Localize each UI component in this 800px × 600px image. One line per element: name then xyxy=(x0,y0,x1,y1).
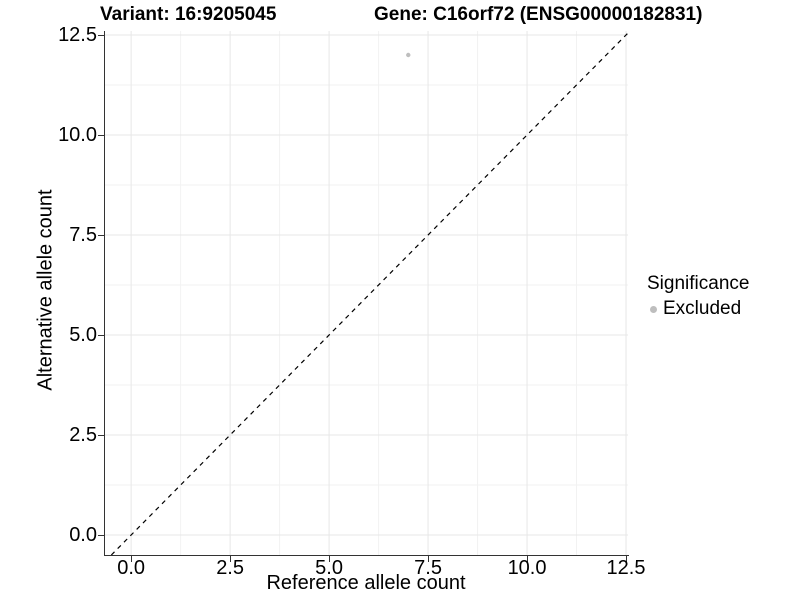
y-tick-mark xyxy=(98,534,104,536)
legend-title: Significance xyxy=(647,273,750,294)
x-tick-mark xyxy=(427,556,429,562)
y-tick-mark xyxy=(98,234,104,236)
y-axis-title: Alternative allele count xyxy=(34,189,57,391)
x-tick-mark xyxy=(130,556,132,562)
y-tick-mark xyxy=(98,334,104,336)
y-tick-label: 0.0 xyxy=(69,524,97,546)
x-tick-label: 5.0 xyxy=(315,557,343,579)
x-tick-label: 2.5 xyxy=(216,557,244,579)
plot-title-variant: Variant: 16:9205045 xyxy=(100,4,277,25)
y-tick-label: 10.0 xyxy=(58,124,97,146)
x-tick-mark xyxy=(526,556,528,562)
legend-key-dot xyxy=(650,305,657,313)
x-axis-line xyxy=(104,555,629,557)
x-tick-label: 10.0 xyxy=(507,557,547,579)
y-tick-label: 5.0 xyxy=(69,324,97,346)
y-tick-label: 7.5 xyxy=(69,224,97,246)
identity-dashed-line xyxy=(110,32,628,555)
plot-panel xyxy=(105,31,628,555)
x-axis-title: Reference allele count xyxy=(266,572,466,594)
x-tick-mark xyxy=(625,556,627,562)
y-tick-mark xyxy=(98,34,104,36)
y-tick-mark xyxy=(98,434,104,436)
y-tick-mark xyxy=(98,134,104,136)
legend-item-excluded: Excluded xyxy=(647,299,749,319)
legend: Significance Excluded xyxy=(647,274,749,319)
x-tick-label: 0.0 xyxy=(117,557,146,579)
plot-title-gene: Gene: C16orf72 (ENSG00000182831) xyxy=(374,4,703,25)
data-point-excluded xyxy=(406,52,411,58)
x-tick-label: 7.5 xyxy=(414,557,442,579)
y-tick-label: 12.5 xyxy=(58,24,97,46)
legend-item-label: Excluded xyxy=(663,298,742,319)
y-axis-line xyxy=(104,31,106,556)
x-tick-label: 12.5 xyxy=(606,557,646,579)
x-tick-mark xyxy=(328,556,330,562)
x-tick-mark xyxy=(229,556,231,562)
y-tick-label: 2.5 xyxy=(69,424,97,446)
